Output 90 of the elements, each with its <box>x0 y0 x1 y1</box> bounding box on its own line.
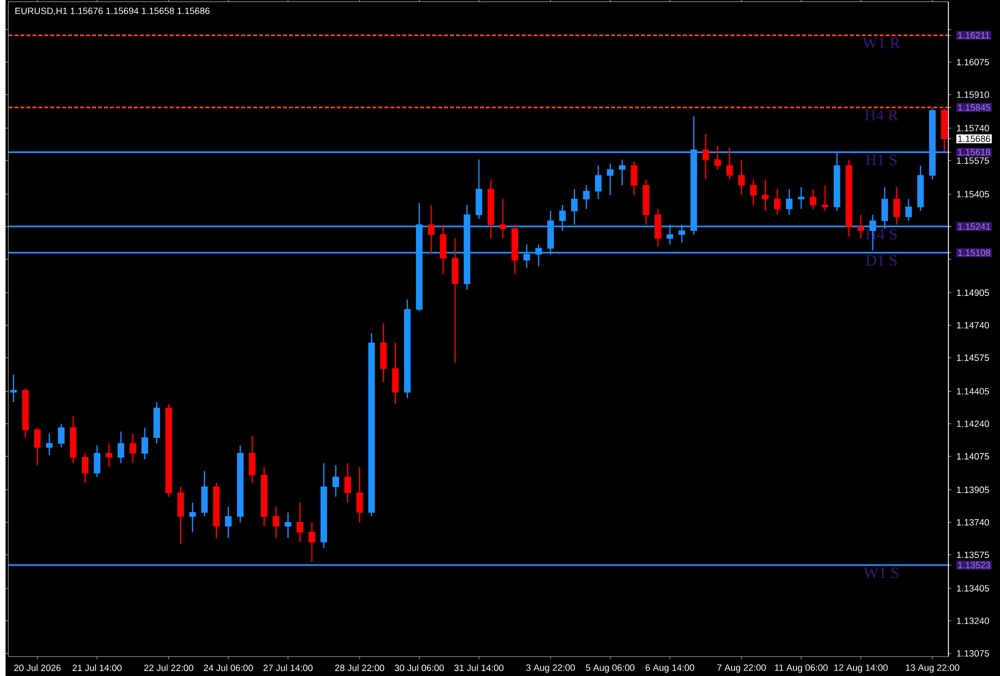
y2-tick-label: 1.15241 <box>958 223 990 230</box>
x-tick-label: 11 Aug 06:00 <box>774 664 828 673</box>
candlestick <box>595 164 602 200</box>
candlestick <box>762 178 769 212</box>
y-tick-label: 1.14740 <box>957 322 990 328</box>
ref-line-label: W1 S <box>864 567 898 578</box>
y2-tick-label: 1.15845 <box>958 104 990 111</box>
ref-line-label: D1 S <box>866 254 897 266</box>
text: EURUSD,H1 1.15676 1.15694 1.15658 1.15686 <box>15 8 210 16</box>
y-tick-label: 1.14905 <box>957 289 990 296</box>
y-tick-label: 1.15405 <box>957 190 990 198</box>
candlestick <box>822 184 828 212</box>
x-tick-label: 12 Aug 14:00 <box>834 664 888 673</box>
candlestick <box>858 214 864 239</box>
y-tick-label: 1.15575 <box>957 157 990 164</box>
x-tick-label: 21 Jul 14:00 <box>72 664 122 671</box>
candlestick <box>905 198 912 222</box>
candlestick <box>10 374 17 403</box>
candlestick <box>130 432 136 464</box>
x-tick-label: 30 Jul 06:00 <box>394 664 444 671</box>
candlestick <box>750 178 757 206</box>
y-tick-label: 1.15740 <box>957 124 990 132</box>
candlestick <box>225 506 232 539</box>
candlestick <box>606 162 614 196</box>
x-tick-label: 31 Jul 14:00 <box>454 664 504 671</box>
candlestick <box>738 158 745 196</box>
candlestick <box>284 512 292 539</box>
candlestick <box>356 466 363 523</box>
ref-line-label: W1 R <box>862 38 900 48</box>
candlestick <box>248 434 256 484</box>
candlestick <box>94 444 100 478</box>
candlestick <box>344 462 351 504</box>
x-tick-label: 28 Jul 22:00 <box>335 664 384 671</box>
y-tick-label: 1.13240 <box>957 618 990 624</box>
candlestick <box>654 208 662 247</box>
x-tick-label: 24 Jul 06:00 <box>204 664 253 671</box>
candlestick <box>189 502 196 533</box>
x-tick-label: 20 Jul 2026 <box>14 664 61 671</box>
candlestick <box>428 204 434 255</box>
y-tick-label: 1.14405 <box>957 388 990 394</box>
y2-tick-label: 1.15108 <box>958 249 990 256</box>
candlestick <box>392 342 399 405</box>
y-tick-label: 1.14240 <box>957 420 990 427</box>
candlestick <box>714 145 721 170</box>
y-tick-label: 1.15910 <box>957 91 990 98</box>
candlestick <box>46 432 53 456</box>
candlestick <box>618 158 626 186</box>
ref-line-label: H1 S <box>866 154 897 166</box>
y-tick-label: 1.13405 <box>957 584 990 592</box>
candlestick <box>272 506 280 539</box>
candlestick <box>630 160 638 196</box>
candlestick <box>142 427 148 460</box>
candlestick <box>308 522 316 562</box>
candlestick <box>106 442 112 468</box>
y2-tick-label: 1.15686 <box>958 135 990 142</box>
candlestick <box>786 188 793 216</box>
y-tick-label: 1.13575 <box>957 551 990 558</box>
candlestick <box>177 486 184 544</box>
candlestick <box>583 184 590 210</box>
y2-tick-label: 1.16211 <box>958 32 990 38</box>
x-tick-label: 3 Aug 22:00 <box>526 664 575 673</box>
y-tick-label: 1.14075 <box>957 452 990 460</box>
candlestick <box>500 198 506 239</box>
candlestick <box>798 186 804 210</box>
candlestick <box>118 430 124 464</box>
candlestick <box>774 188 781 216</box>
candlestick <box>34 427 41 466</box>
ref-line-label: H4 R <box>864 110 898 120</box>
y-tick-label: 1.13905 <box>957 486 990 493</box>
candlestick <box>893 186 900 226</box>
y-tick-label: 1.13075 <box>957 650 990 657</box>
x-tick-label: 22 Jul 22:00 <box>144 664 194 671</box>
candlestick <box>810 188 816 210</box>
candlestick <box>702 133 709 180</box>
y2-tick-label: 1.13523 <box>958 562 990 568</box>
y-tick-label: 1.16075 <box>957 58 990 66</box>
y-tick-label: 1.13740 <box>957 518 990 526</box>
candlestick <box>332 464 340 498</box>
x-tick-label: 6 Aug 14:00 <box>646 664 694 673</box>
x-tick-label: 7 Aug 22:00 <box>717 664 766 673</box>
y2-tick-label: 1.15618 <box>958 148 990 156</box>
x-tick-label: 27 Jul 14:00 <box>264 664 313 671</box>
x-tick-label: 13 Aug 22:00 <box>906 664 960 673</box>
candlestick <box>82 452 88 484</box>
x-tick-label: 5 Aug 06:00 <box>586 664 635 673</box>
candlestick <box>726 147 733 180</box>
candlestick <box>296 502 304 543</box>
y-tick-label: 1.14575 <box>957 354 990 361</box>
candlestick <box>58 423 65 448</box>
candlestick <box>440 224 446 274</box>
